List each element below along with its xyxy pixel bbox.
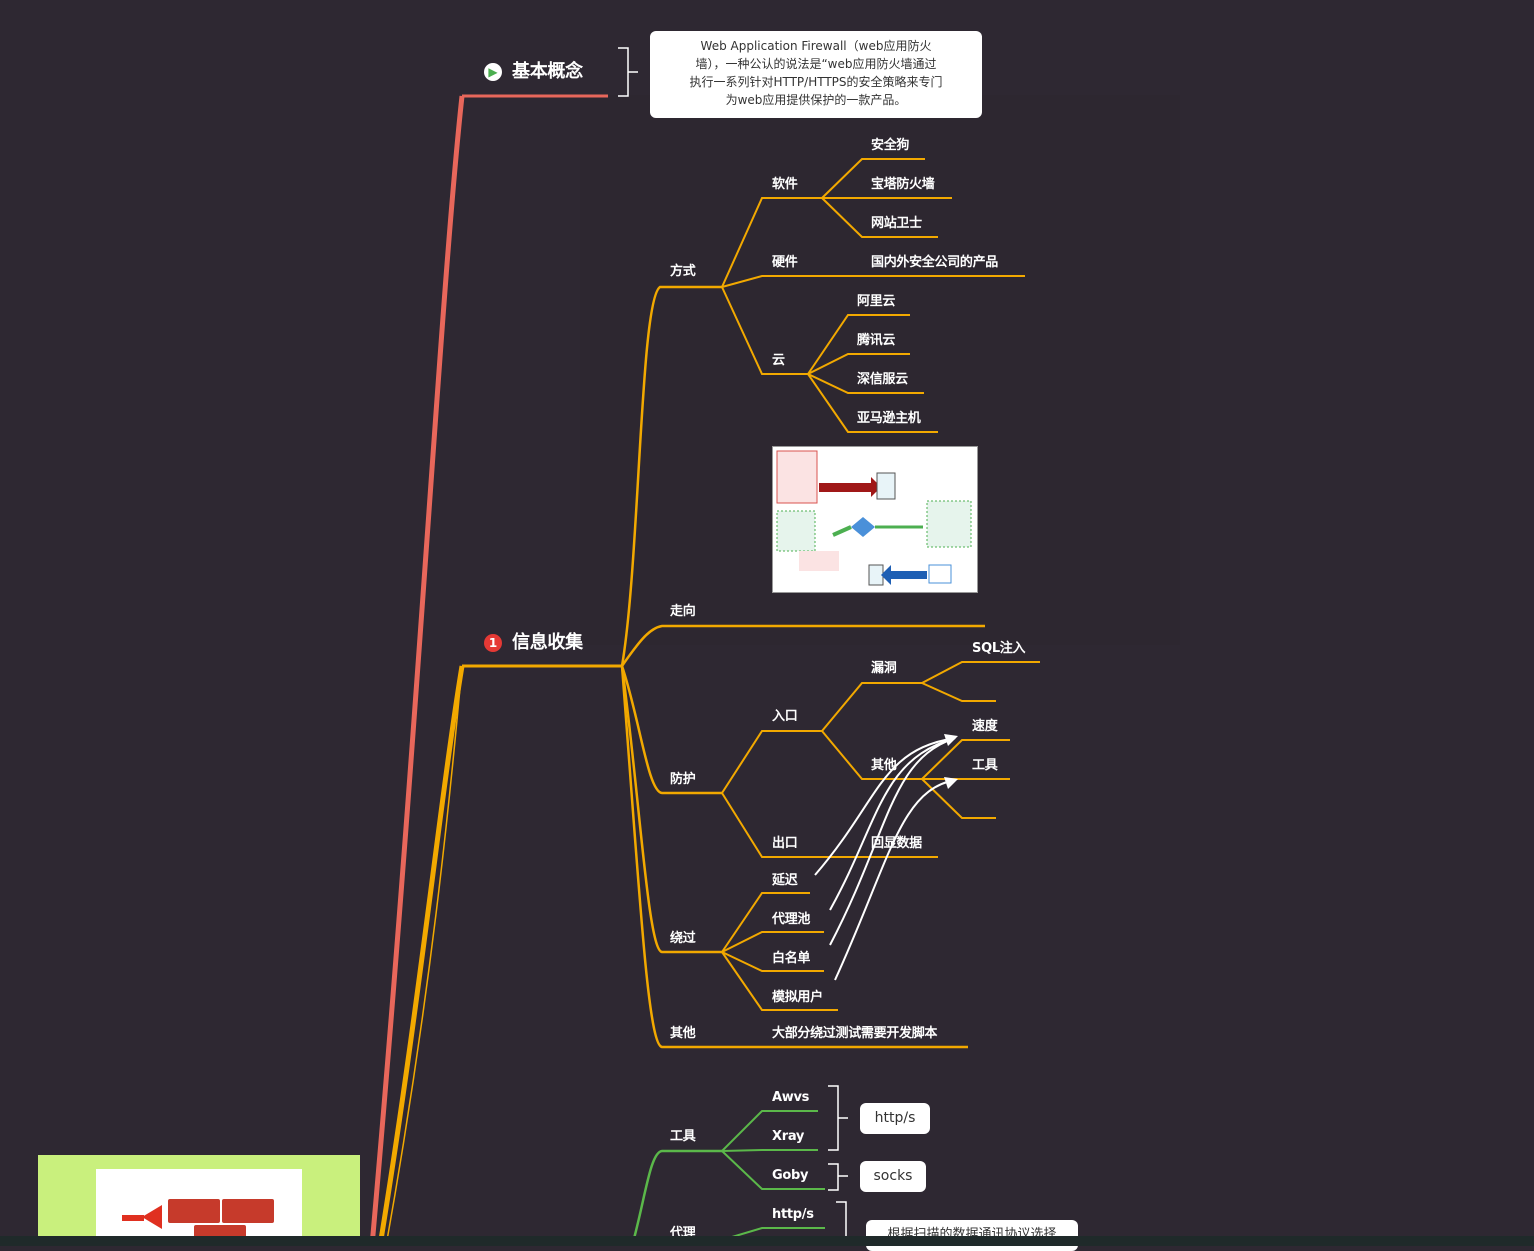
node-bypass-item[interactable]: 代理池 [772, 912, 811, 927]
node-exit-item[interactable]: 回显数据 [871, 836, 922, 851]
waf-diagram-image[interactable] [772, 446, 978, 593]
edge-software-item-3 [821, 197, 938, 238]
edge-bypass-item-3 [721, 951, 824, 972]
trunk-line-info [377, 665, 465, 1246]
edge-software [721, 197, 822, 288]
node-cloud-item[interactable]: 阿里云 [857, 294, 896, 309]
edge-vuln-item-1 [921, 661, 1040, 684]
node-software-item[interactable]: 宝塔防火墙 [871, 177, 935, 192]
node-tools[interactable]: 工具 [670, 1129, 696, 1144]
edge-cloud-item-4 [807, 373, 938, 433]
node-cloud-item[interactable]: 亚马逊主机 [857, 411, 921, 426]
waf-diagram-graphic [776, 450, 972, 586]
callout-line: Web Application Firewall（web应用防火 [700, 39, 932, 53]
node-tool-item[interactable]: Goby [772, 1168, 809, 1183]
edge-other-sub [821, 730, 922, 780]
relation-arrow-4 [834, 779, 956, 981]
edge-exit [721, 792, 938, 858]
tools-brace-socks [828, 1163, 848, 1191]
node-exit[interactable]: 出口 [772, 836, 798, 851]
edge-tool-item-2 [721, 1149, 818, 1152]
node-other-sub[interactable]: 其他 [871, 758, 897, 773]
node-other-item[interactable]: 速度 [972, 719, 998, 734]
node-proxy-item[interactable]: http/s [772, 1207, 814, 1222]
callout-line: 为web应用提供保护的一款产品。 [725, 93, 907, 107]
node-vuln-item[interactable]: SQL注入 [972, 641, 1026, 656]
node-cloud-item[interactable]: 深信服云 [857, 372, 908, 387]
edge-tool-item-1 [721, 1110, 818, 1152]
branch-protect [620, 665, 722, 795]
node-bypass-item[interactable]: 白名单 [772, 951, 811, 966]
tag-socks: socks [860, 1161, 926, 1192]
node-other-item[interactable]: 工具 [972, 758, 998, 773]
node-software-item[interactable]: 安全狗 [871, 138, 910, 153]
number-1-icon: 1 [484, 634, 502, 652]
edge-vuln-item-2 [921, 682, 996, 702]
branch-direction [620, 624, 985, 667]
edge-bypass-item-4 [721, 951, 838, 1011]
branch-other [620, 665, 968, 1049]
branch-tools [630, 1149, 722, 1246]
node-protect[interactable]: 防护 [670, 772, 696, 787]
concept-brace [618, 47, 638, 97]
edge-bypass-item-1 [721, 892, 810, 953]
relation-arrow-2 [829, 737, 956, 911]
callout-line: 执行一系列针对HTTP/HTTPS的安全策略来专门 [689, 75, 943, 89]
edge-vuln [821, 682, 922, 732]
node-hardware[interactable]: 硬件 [772, 255, 798, 270]
relation-arrowhead-2 [944, 777, 958, 789]
node-software-item[interactable]: 网站卫士 [871, 216, 922, 231]
edge-cloud [721, 286, 808, 375]
node-cloud[interactable]: 云 [772, 353, 785, 368]
relation-arrow-1 [814, 737, 956, 876]
edge-cloud-item-1 [807, 314, 910, 375]
edge-bypass-item-2 [721, 931, 824, 953]
trunk-line-concept [369, 95, 465, 1246]
relation-arrow-3 [829, 737, 956, 946]
topic-concept[interactable]: 基本概念 [512, 61, 583, 82]
node-other-item[interactable]: 大部分绕过测试需要开发脚本 [772, 1026, 938, 1041]
tag-https: http/s [860, 1103, 930, 1134]
edge-tool-item-3 [721, 1150, 825, 1190]
topic-info[interactable]: 信息收集 [512, 632, 583, 653]
firewall-logo [38, 1155, 360, 1237]
branch-method [620, 285, 722, 667]
proxy-brace [836, 1201, 847, 1246]
node-bypass-item[interactable]: 模拟用户 [772, 990, 823, 1005]
concept-callout: Web Application Firewall（web应用防火 墙），一种公认… [650, 31, 982, 118]
firewall-brick-graphic [96, 1169, 302, 1237]
node-entry[interactable]: 入口 [772, 709, 798, 724]
node-hardware-item[interactable]: 国内外安全公司的产品 [871, 255, 999, 270]
node-vuln[interactable]: 漏洞 [871, 661, 897, 676]
edge-other-item-3 [921, 778, 996, 819]
node-bypass-item[interactable]: 延迟 [772, 873, 798, 888]
bottom-scrollbar[interactable] [0, 1236, 1534, 1246]
node-software[interactable]: 软件 [772, 177, 798, 192]
node-cloud-item[interactable]: 腾讯云 [857, 333, 896, 348]
tools-brace-https [828, 1085, 848, 1151]
edge-cloud-item-3 [807, 373, 924, 394]
edge-other-item-1 [921, 739, 1010, 780]
node-method[interactable]: 方式 [670, 264, 696, 279]
edge-entry [721, 730, 822, 794]
edge-cloud-item-2 [807, 353, 910, 375]
branch-bypass [620, 665, 722, 954]
node-other[interactable]: 其他 [670, 1026, 696, 1041]
node-tool-item[interactable]: Xray [772, 1129, 805, 1144]
trunk-line-info-thin [385, 665, 463, 1246]
node-direction[interactable]: 走向 [670, 604, 696, 619]
callout-line: 墙），一种公认的说法是“web应用防火墙通过 [695, 57, 937, 71]
relation-arrowhead-1 [944, 734, 958, 746]
node-bypass[interactable]: 绕过 [670, 931, 696, 946]
node-tool-item[interactable]: Awvs [772, 1090, 810, 1105]
edge-hardware [721, 275, 822, 288]
play-icon: ▶ [484, 63, 502, 81]
edge-software-item-1 [821, 158, 925, 199]
